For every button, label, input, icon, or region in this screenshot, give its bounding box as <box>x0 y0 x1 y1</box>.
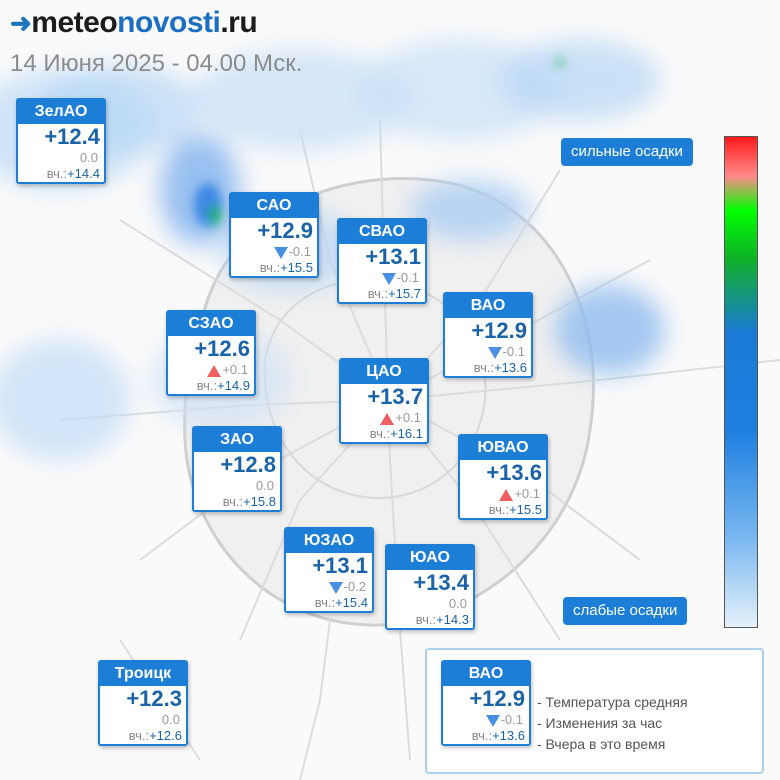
district-name: ЦАО <box>341 360 427 384</box>
arrow-down-icon <box>273 246 288 259</box>
district-name: Троицк <box>100 662 186 686</box>
district-yesterday: вч.:+12.6 <box>128 728 182 743</box>
district-yesterday: вч.:+15.5 <box>488 502 542 517</box>
district-card-yuvao[interactable]: ЮВАО +13.6 +0.1 вч.:+15.5 <box>458 434 548 520</box>
district-yesterday: вч.:+13.6 <box>471 728 525 743</box>
district-temp: +13.4 <box>413 570 469 595</box>
scale-label-heavy: сильные осадки <box>561 138 693 166</box>
district-change: 0.0 <box>255 478 274 493</box>
forecast-datetime: 14 Июня 2025 - 04.00 Мск. <box>10 50 303 77</box>
district-temp: +12.9 <box>257 218 313 243</box>
logo-mark-icon: ➜ <box>10 8 32 38</box>
arrow-up-icon <box>499 488 514 501</box>
legend-panel: ВАО +12.9 -0.1 вч.:+13.6 - Температура с… <box>425 648 764 774</box>
district-change: -0.2 <box>286 579 372 594</box>
district-card-szao[interactable]: СЗАО +12.6 +0.1 вч.:+14.9 <box>166 310 256 396</box>
district-yesterday: вч.:+14.9 <box>196 378 250 393</box>
district-change: -0.1 <box>231 244 317 259</box>
district-name: ЗелАО <box>18 100 104 124</box>
district-name: ВАО <box>443 662 529 686</box>
district-name: ЗАО <box>194 428 280 452</box>
district-change: +0.1 <box>341 410 427 425</box>
district-yesterday: вч.:+16.1 <box>369 426 423 441</box>
district-card-tsao[interactable]: ЦАО +13.7 +0.1 вч.:+16.1 <box>339 358 429 444</box>
precipitation-scale-bar <box>724 136 758 628</box>
district-change: -0.1 <box>339 270 425 285</box>
district-name: СЗАО <box>168 312 254 336</box>
district-temp: +12.6 <box>194 336 250 361</box>
district-temp: +12.8 <box>220 452 276 477</box>
district-card-svao[interactable]: СВАО +13.1 -0.1 вч.:+15.7 <box>337 218 427 304</box>
arrow-down-icon <box>381 272 396 285</box>
district-change: -0.1 <box>443 712 529 727</box>
district-yesterday: вч.:+14.4 <box>46 166 100 181</box>
precipitation-core <box>194 58 564 227</box>
legend-items: - Температура средняя - Изменения за час… <box>537 692 688 755</box>
district-card-yuao[interactable]: ЮАО +13.4 0.0 вч.:+14.3 <box>385 544 475 630</box>
district-card-zelao[interactable]: ЗелАО +12.4 0.0 вч.:+14.4 <box>16 98 106 184</box>
district-temp: +13.1 <box>365 244 421 269</box>
district-name: ЮЗАО <box>286 529 372 553</box>
district-yesterday: вч.:+14.3 <box>415 612 469 627</box>
scale-label-light: слабые осадки <box>563 597 688 625</box>
arrow-up-icon <box>207 364 222 377</box>
district-temp: +13.1 <box>312 553 368 578</box>
legend-item-change: - Изменения за час <box>537 715 663 731</box>
district-temp: +12.9 <box>469 686 525 711</box>
site-logo[interactable]: ➜meteonovosti.ru <box>10 6 258 39</box>
legend-item-yesterday: - Вчера в это время <box>537 736 666 752</box>
district-change: 0.0 <box>161 712 180 727</box>
arrow-down-icon <box>485 714 500 727</box>
district-yesterday: вч.:+15.5 <box>259 260 313 275</box>
district-name: САО <box>231 194 317 218</box>
district-change: 0.0 <box>448 596 467 611</box>
district-name: ЮАО <box>387 546 473 570</box>
district-temp: +13.7 <box>367 384 423 409</box>
district-change: 0.0 <box>79 150 98 165</box>
legend-sample-card: ВАО +12.9 -0.1 вч.:+13.6 <box>441 660 531 746</box>
district-card-troitsk[interactable]: Троицк +12.3 0.0 вч.:+12.6 <box>98 660 188 746</box>
arrow-down-icon <box>328 581 343 594</box>
district-temp: +12.3 <box>126 686 182 711</box>
arrow-up-icon <box>380 412 395 425</box>
district-card-yuzao[interactable]: ЮЗАО +13.1 -0.2 вч.:+15.4 <box>284 527 374 613</box>
district-card-sao[interactable]: САО +12.9 -0.1 вч.:+15.5 <box>229 192 319 278</box>
district-change: -0.1 <box>445 344 531 359</box>
district-yesterday: вч.:+15.8 <box>222 494 276 509</box>
district-name: ВАО <box>445 294 531 318</box>
district-yesterday: вч.:+13.6 <box>473 360 527 375</box>
district-name: ЮВАО <box>460 436 546 460</box>
district-temp: +13.6 <box>486 460 542 485</box>
district-change: +0.1 <box>460 486 546 501</box>
district-change: +0.1 <box>168 362 254 377</box>
district-card-vao[interactable]: ВАО +12.9 -0.1 вч.:+13.6 <box>443 292 533 378</box>
district-temp: +12.4 <box>44 124 100 149</box>
district-temp: +12.9 <box>471 318 527 343</box>
district-yesterday: вч.:+15.7 <box>367 286 421 301</box>
legend-item-temp: - Температура средняя <box>537 694 688 710</box>
district-card-zao[interactable]: ЗАО +12.8 0.0 вч.:+15.8 <box>192 426 282 512</box>
district-yesterday: вч.:+15.4 <box>314 595 368 610</box>
district-name: СВАО <box>339 220 425 244</box>
arrow-down-icon <box>487 346 502 359</box>
